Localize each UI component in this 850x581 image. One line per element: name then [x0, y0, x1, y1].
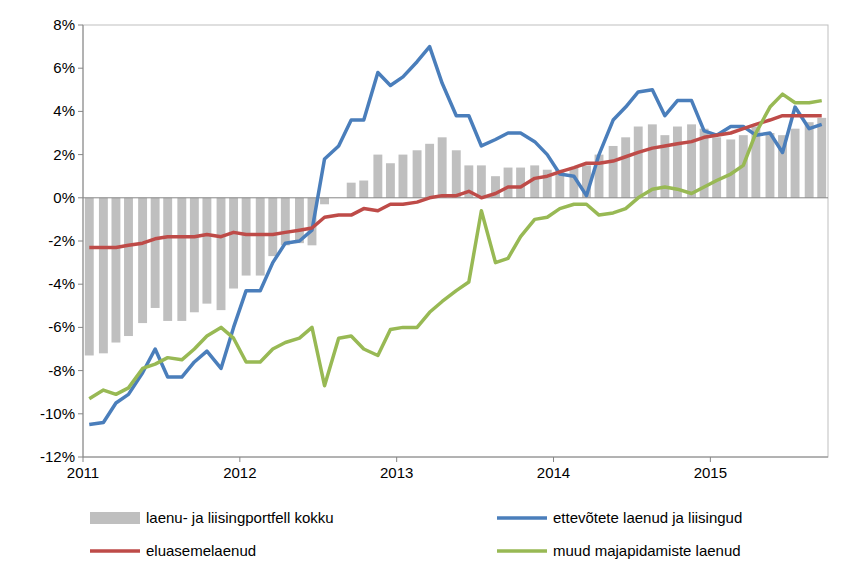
bar — [177, 198, 186, 321]
y-tick — [78, 154, 83, 155]
x-tick-label: 2011 — [67, 464, 99, 481]
bar — [347, 183, 356, 198]
bar — [791, 129, 800, 198]
x-tick-label: 2015 — [694, 464, 727, 481]
y-tick-label: -6% — [48, 318, 75, 335]
bar — [111, 198, 120, 343]
legend-swatch — [90, 549, 140, 553]
bar — [712, 137, 721, 197]
y-tick — [78, 197, 83, 198]
line — [89, 47, 821, 425]
y-tick-label: 4% — [53, 102, 75, 119]
y-tick — [78, 25, 83, 26]
y-tick-label: 0% — [53, 189, 75, 206]
legend-label: ettevõtete laenud ja liisingud — [553, 509, 742, 526]
bar — [202, 198, 211, 304]
y-tick-label: 8% — [53, 16, 75, 33]
bar — [138, 198, 147, 323]
bar — [817, 118, 826, 198]
bar — [268, 198, 277, 256]
y-tick-label: -10% — [40, 405, 75, 422]
legend-swatch — [497, 549, 547, 553]
y-tick-label: 2% — [53, 146, 75, 163]
bar — [805, 122, 814, 198]
bar — [621, 137, 630, 197]
legend-swatch — [90, 512, 140, 524]
bar — [320, 198, 329, 204]
bar — [124, 198, 133, 336]
bar — [85, 198, 94, 356]
bar — [438, 137, 447, 197]
bar — [766, 133, 775, 198]
bar — [726, 139, 735, 197]
bar — [452, 150, 461, 198]
bar — [634, 127, 643, 198]
y-tick — [78, 241, 83, 242]
y-tick — [78, 68, 83, 69]
x-axis — [83, 457, 828, 458]
bar — [217, 198, 226, 310]
zero-line — [83, 197, 828, 198]
y-tick — [78, 284, 83, 285]
x-tick — [710, 457, 711, 462]
x-tick — [239, 457, 240, 462]
legend-label: laenu- ja liisingportfell kokku — [146, 509, 334, 526]
background — [0, 0, 850, 581]
y-axis — [83, 25, 84, 457]
bar — [425, 144, 434, 198]
y-tick — [78, 327, 83, 328]
x-tick — [553, 457, 554, 462]
bar — [373, 155, 382, 198]
bar — [163, 198, 172, 321]
y-tick-label: -12% — [40, 448, 75, 465]
y-tick-label: -8% — [48, 362, 75, 379]
y-tick — [78, 111, 83, 112]
bar — [281, 198, 290, 246]
y-tick — [78, 370, 83, 371]
bar — [504, 168, 513, 198]
x-tick-label: 2013 — [380, 464, 413, 481]
legend-swatch — [497, 516, 547, 520]
bar — [609, 146, 618, 198]
bar — [648, 124, 657, 197]
y-tick-label: 6% — [53, 59, 75, 76]
x-tick-label: 2014 — [537, 464, 570, 481]
legend-label: muud majapidamiste laenud — [553, 542, 741, 559]
bar — [413, 150, 422, 198]
legend-label: eluasemelaenud — [146, 542, 256, 559]
line — [89, 94, 821, 399]
bar — [386, 163, 395, 198]
x-tick — [396, 457, 397, 462]
x-tick-label: 2012 — [223, 464, 256, 481]
bar — [516, 168, 525, 198]
y-tick-label: -4% — [48, 275, 75, 292]
y-tick — [78, 413, 83, 414]
y-tick-label: -2% — [48, 232, 75, 249]
bar — [477, 165, 486, 197]
plot-frame — [83, 25, 828, 457]
bar — [151, 198, 160, 308]
bar — [359, 181, 368, 198]
bar — [687, 124, 696, 197]
bar — [399, 155, 408, 198]
x-tick — [83, 457, 84, 462]
bar — [256, 198, 265, 276]
chart: -12% -10% -8% -6% -4% -2% 0% 2% 4% 6% 8% 2011 2012 20… — [0, 0, 850, 581]
marks — [83, 47, 828, 425]
bar — [242, 198, 251, 276]
y-tick — [78, 457, 83, 458]
bar — [229, 198, 238, 289]
bar — [99, 198, 108, 354]
bar — [190, 198, 199, 312]
